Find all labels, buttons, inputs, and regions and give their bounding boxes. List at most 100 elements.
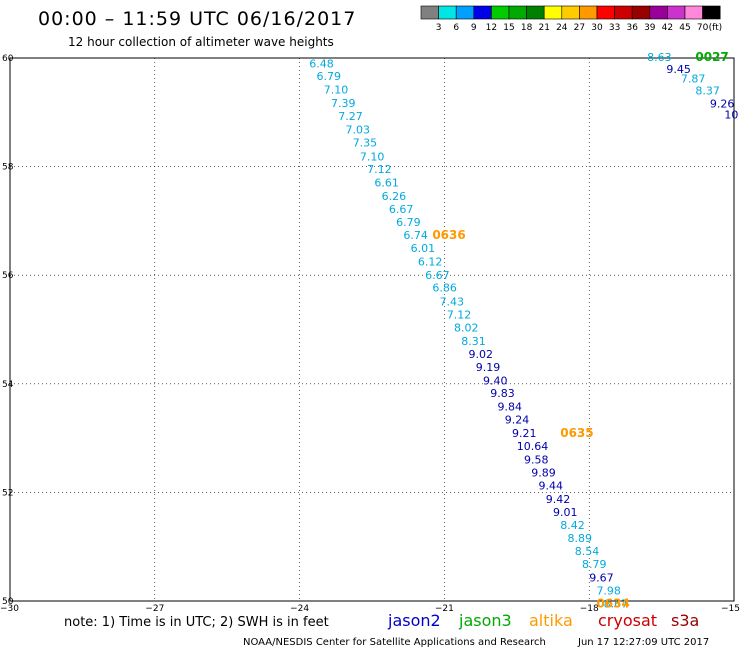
legend-swatch [526, 5, 545, 20]
chart-title: 00:00 – 11:59 UTC 06/16/2017 [38, 8, 356, 30]
footer-credit: NOAA/NESDIS Center for Satellite Applica… [243, 637, 546, 648]
color-scale-legend: 3 6 9 12 15 18 21 24 27 30 33 36 39 42 45 70 (ft) [420, 5, 723, 33]
wave-height-label: 9.26 [710, 98, 735, 111]
x-tick-label: −27 [145, 604, 164, 614]
pass-time-label: 0636 [432, 228, 465, 242]
wave-height-label: 6.26 [382, 190, 407, 203]
wave-height-label: 7.12 [367, 163, 392, 176]
footer-timestamp: Jun 17 12:27:09 UTC 2017 [577, 637, 709, 648]
y-tick-label: 58 [2, 163, 14, 173]
wave-height-label: 9.89 [531, 466, 556, 479]
wave-height-label: 10.64 [517, 440, 549, 453]
legend-label: 39 [644, 23, 656, 33]
wave-height-label: 6.01 [411, 242, 436, 255]
legend-label: 21 [538, 23, 549, 33]
legend-label: 36 [626, 23, 638, 33]
wave-height-label: 9.24 [505, 414, 530, 427]
legend-label: 70 [697, 23, 709, 33]
legend-swatch [702, 5, 721, 20]
legend-swatch [631, 5, 651, 20]
chart-subtitle: 12 hour collection of altimeter wave hei… [68, 35, 334, 49]
wave-height-label: 6.67 [425, 269, 450, 282]
wave-height-label: 9.45 [666, 63, 691, 76]
legend-swatch [543, 5, 563, 20]
x-tick-label: −30 [0, 604, 19, 614]
legend-swatch [455, 5, 475, 20]
wave-height-label: 6.86 [432, 282, 457, 295]
wave-height-label: 7.43 [440, 295, 465, 308]
legend-swatch [684, 5, 703, 20]
legend-swatch [420, 5, 439, 20]
legend-swatch [579, 5, 598, 20]
legend-label: 24 [556, 23, 568, 33]
wave-height-label: 9.40 [483, 375, 508, 388]
wave-height-label: 7.10 [324, 83, 349, 96]
wave-height-label: 6.12 [418, 256, 443, 269]
satellite-legend: jason2 jason3 altika cryosat s3a [387, 611, 699, 630]
x-tick-label: −15 [721, 604, 740, 614]
x-tick-label: −21 [435, 604, 454, 614]
legend-label: 9 [471, 23, 477, 33]
y-tick-label: 50 [2, 597, 14, 607]
y-tick-label: 54 [2, 380, 14, 390]
legend-unit: (ft) [709, 23, 723, 33]
wave-height-label: 9.19 [476, 361, 501, 374]
legend-swatch [667, 5, 686, 20]
wave-height-points: 6.486.797.107.397.277.037.357.107.126.61… [309, 51, 738, 611]
axis-tick-labels: −30 −27 −24 −21 −18 −15 50 52 54 56 58 60 [0, 54, 740, 614]
wave-height-label: 9.21 [512, 427, 537, 440]
pass-time-label: 0027 [695, 50, 728, 64]
x-tick-label: −24 [290, 604, 309, 614]
wave-height-label: 7.39 [331, 97, 356, 110]
satellite-legend-jason3: jason3 [458, 611, 512, 630]
satellite-legend-cryosat: cryosat [598, 611, 657, 630]
legend-swatch [438, 5, 457, 20]
legend-swatch [614, 5, 633, 20]
pass-time-label: 0635 [560, 426, 593, 440]
wave-height-label: 8.42 [560, 519, 585, 532]
wave-height-label: 7.27 [338, 110, 363, 123]
legend-swatch [649, 5, 668, 20]
wave-height-label: 9.58 [524, 453, 549, 466]
wave-height-label: 8.89 [567, 532, 592, 545]
wave-height-label: 8.54 [575, 545, 600, 558]
wave-height-label: 6.79 [316, 70, 341, 83]
legend-label: 33 [609, 23, 620, 33]
wave-height-label: 9.02 [469, 348, 494, 361]
wave-height-label: 9.01 [553, 506, 578, 519]
wave-height-label: 6.48 [309, 57, 334, 70]
wave-height-label: 8.37 [695, 85, 720, 98]
pass-time-label: 0634 [596, 597, 629, 611]
legend-label: 12 [486, 23, 497, 33]
wave-height-label: 7.12 [447, 308, 472, 321]
wave-height-label: 6.61 [374, 176, 399, 189]
y-tick-label: 52 [2, 488, 13, 498]
legend-label: 42 [662, 23, 673, 33]
legend-label: 27 [574, 23, 585, 33]
wave-height-label: 6.67 [389, 203, 414, 216]
wave-height-label: 9.44 [539, 479, 564, 492]
legend-label: 18 [521, 23, 533, 33]
wave-height-label: 9.84 [497, 401, 522, 414]
legend-swatch [596, 5, 615, 20]
wave-height-label: 10 [724, 108, 738, 121]
satellite-legend-altika: altika [529, 611, 573, 630]
wave-height-label: 7.87 [681, 73, 706, 86]
wave-height-label: 8.79 [582, 558, 607, 571]
legend-swatch [561, 5, 580, 20]
satellite-legend-jason2: jason2 [387, 611, 441, 630]
wave-height-label: 9.83 [490, 387, 514, 400]
wave-height-label: 7.03 [345, 124, 370, 137]
satellite-legend-s3a: s3a [671, 611, 699, 630]
wave-height-label: 6.79 [396, 216, 421, 229]
wave-height-label: 9.42 [546, 493, 571, 506]
legend-swatch [508, 5, 527, 20]
y-tick-label: 60 [2, 54, 14, 64]
wave-height-label: 7.10 [360, 150, 385, 163]
wave-height-label: 6.74 [403, 229, 428, 242]
legend-label: 3 [436, 23, 442, 33]
legend-swatch [473, 5, 492, 20]
wave-height-label: 8.02 [454, 321, 479, 334]
y-tick-label: 56 [2, 271, 14, 281]
